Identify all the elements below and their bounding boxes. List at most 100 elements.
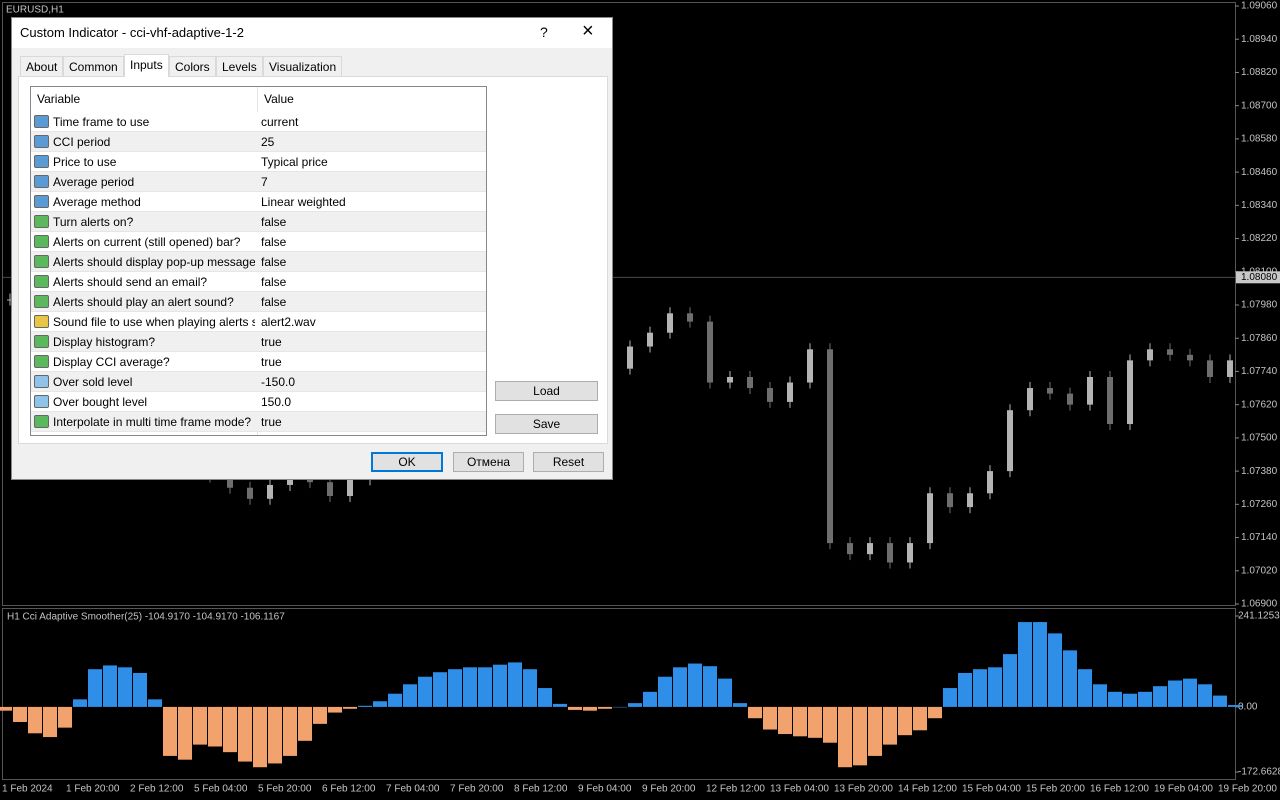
histogram-bar [1168,680,1182,707]
tab[interactable]: Visualization [263,56,343,76]
candle [1187,354,1193,361]
histogram-bar [418,676,432,707]
param-value[interactable]: false [261,275,287,289]
close-button[interactable]: × [582,20,594,42]
param-value[interactable]: false [261,215,287,229]
column-header: Variable [37,92,81,106]
param-value[interactable]: true [261,355,282,369]
candle [707,321,713,383]
candle [747,376,753,389]
table-row: Price to use Typical price [31,152,486,172]
histogram-bar [343,706,357,709]
title-bar [12,18,612,48]
histogram-bar [688,663,702,707]
tab[interactable]: Common [63,56,124,76]
histogram-bar [718,678,732,707]
side-button[interactable]: Load [495,381,598,401]
candle [827,349,833,544]
histogram-bar [898,706,912,736]
y-tick-label: 1.08940 [1241,34,1278,45]
param-name: Alerts should display pop-up message? [53,255,255,269]
x-tick-label: 7 Feb 04:00 [386,784,440,795]
histogram-bar [658,676,672,707]
param-value[interactable]: false [261,235,287,249]
param-value[interactable]: -150.0 [261,375,296,389]
param-value[interactable]: 25 [261,135,275,149]
histogram-bar [1093,684,1107,707]
dialog-button[interactable]: OK [371,452,443,472]
y-tick-label: 1.09060 [1241,1,1278,12]
dialog-button[interactable]: Reset [533,452,604,472]
histogram-bar [958,672,972,707]
histogram-bar [148,699,162,707]
param-name: Alerts should play an alert sound? [53,295,234,309]
candle [247,487,253,499]
y-tick-label: 1.07980 [1241,300,1278,311]
x-tick-label: 7 Feb 20:00 [450,784,504,795]
table-row: Alerts should play an alert sound? false [31,292,486,312]
indicator-title: H1 Cci Adaptive Smoother(25) -104.9170 -… [7,612,285,623]
x-tick-label: 5 Feb 20:00 [258,784,312,795]
param-name: Alerts on current (still opened) bar? [53,235,241,249]
param-value[interactable]: false [261,295,287,309]
param-value[interactable]: alert2.wav [261,315,316,329]
side-button[interactable]: Save [495,414,598,434]
y-tick-label: 1.08700 [1241,100,1278,111]
histogram-bar [988,667,1002,707]
x-tick-label: 13 Feb 04:00 [770,784,829,795]
y-tick-label: 1.07020 [1241,565,1278,576]
help-button[interactable]: ? [540,24,548,40]
histogram-bar [703,666,717,707]
histogram-bar [853,706,867,766]
param-icon [34,335,49,348]
param-name: Sound file to use when playing alerts so… [53,315,255,329]
histogram-bar [88,669,102,707]
histogram-bar [928,706,942,719]
param-value[interactable]: Typical price [261,155,328,169]
candle [847,543,853,555]
histogram-bar [523,669,537,707]
table-row: Time frame to use current [31,112,486,132]
x-tick-label: 2 Feb 12:00 [130,784,184,795]
tab[interactable]: Inputs [124,54,169,77]
histogram-bar [73,699,87,707]
tab[interactable]: Colors [169,56,216,76]
dialog-button[interactable]: Отмена [453,452,524,472]
x-tick-label: 6 Feb 12:00 [322,784,376,795]
candle [907,543,913,563]
param-icon [34,395,49,408]
param-name: Interpolate in multi time frame mode? [53,415,252,429]
tab[interactable]: About [20,56,64,76]
candle [627,346,633,369]
param-icon [34,295,49,308]
param-value[interactable]: true [261,335,282,349]
param-name: Time frame to use [53,115,150,129]
x-tick-label: 12 Feb 12:00 [706,784,765,795]
histogram-bar [628,703,642,707]
param-icon [34,115,49,128]
tab[interactable]: Levels [216,56,263,76]
histogram-bar [1078,669,1092,707]
param-value[interactable]: current [261,115,299,129]
histogram-bar [1228,705,1242,707]
y-tick-label: 1.08580 [1241,134,1278,145]
histogram-bar [253,706,267,768]
histogram-bar [103,665,117,707]
param-icon [34,275,49,288]
histogram-bar [388,693,402,707]
candle [1207,360,1213,377]
histogram-bar [778,706,792,735]
x-tick-label: 14 Feb 12:00 [898,784,957,795]
x-tick-label: 9 Feb 04:00 [578,784,632,795]
param-value[interactable]: 150.0 [261,395,292,409]
histogram-bar [763,706,777,730]
param-value[interactable]: 7 [261,175,268,189]
histogram-bar [643,691,657,707]
param-value[interactable]: false [261,255,287,269]
param-value[interactable]: true [261,415,282,429]
histogram-bar [238,706,252,762]
candle [327,482,333,497]
histogram-bar [178,706,192,760]
param-value[interactable]: Linear weighted [261,195,346,209]
candle [267,484,273,499]
